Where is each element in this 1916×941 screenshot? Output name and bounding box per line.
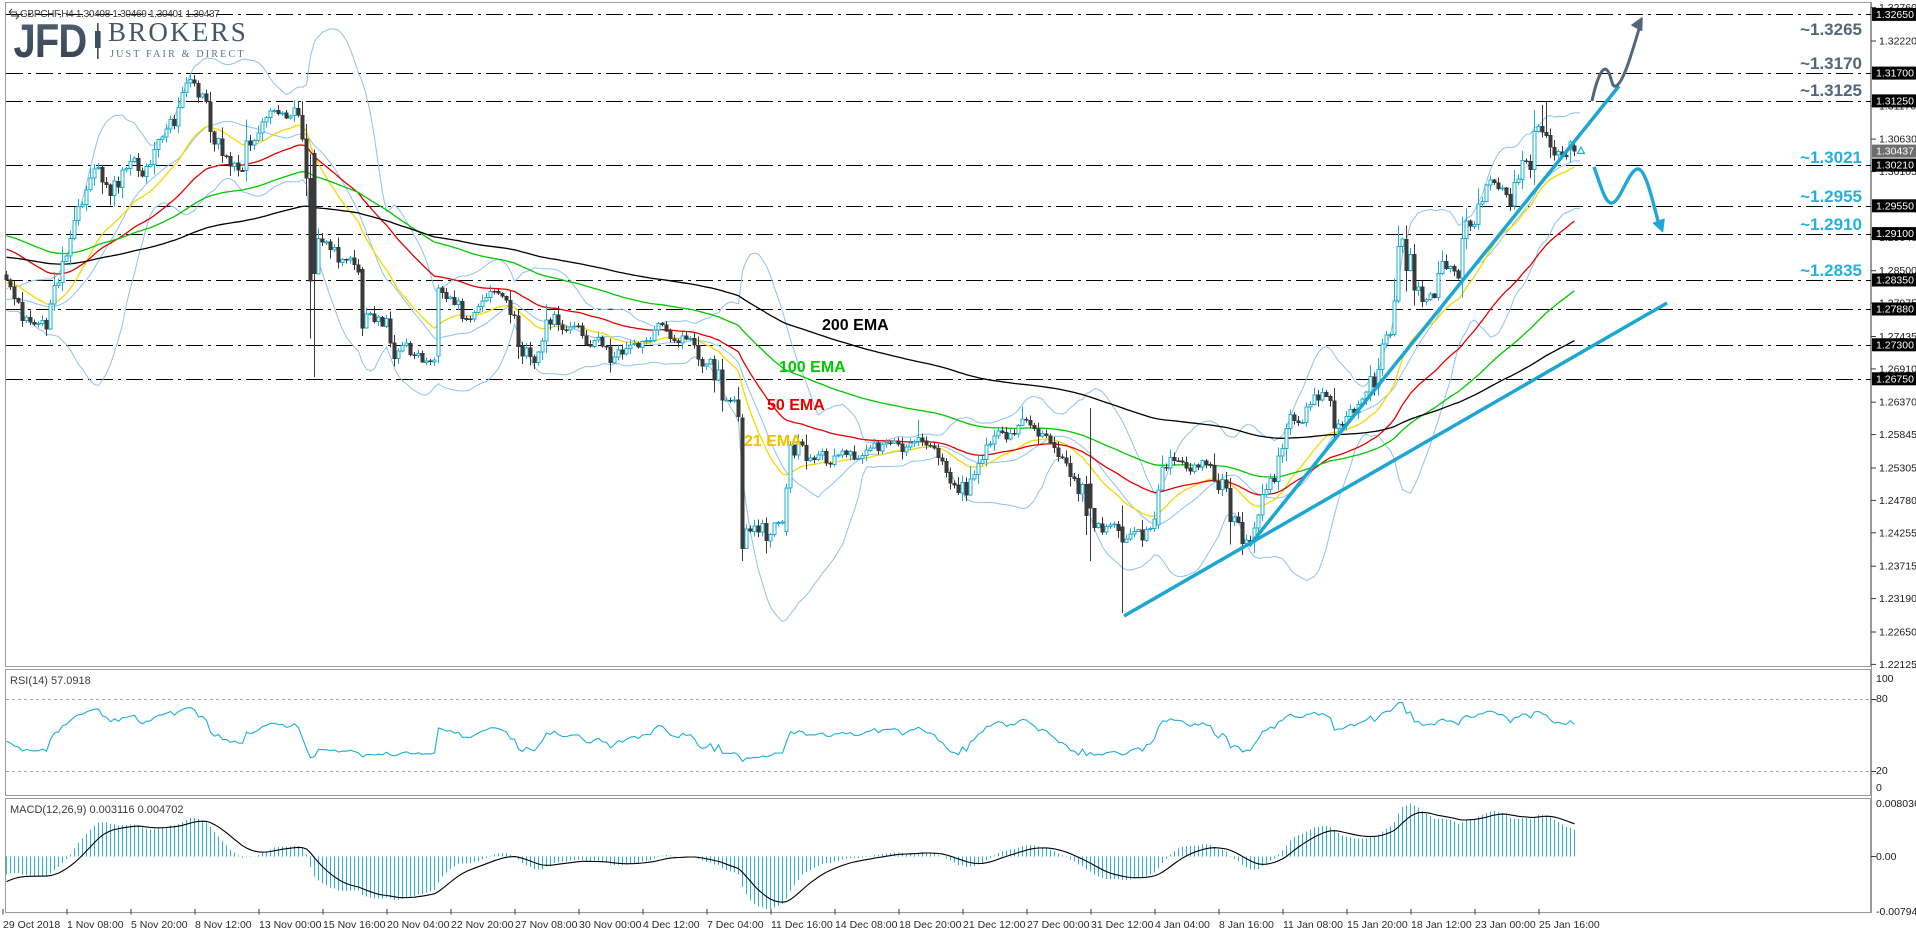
svg-text:~1.2910: ~1.2910 [1800,215,1862,234]
svg-text:14 Dec 08:00: 14 Dec 08:00 [835,919,898,931]
svg-text:1.25845: 1.25845 [1879,429,1916,441]
svg-text:31 Dec 12:00: 31 Dec 12:00 [1091,919,1154,931]
svg-text:29 Oct 2018: 29 Oct 2018 [3,919,60,931]
svg-text:1.31250: 1.31250 [1876,95,1914,107]
svg-text:GBPCHF,H4 1.30408 1.30469 1.30: GBPCHF,H4 1.30408 1.30469 1.30401 1.3043… [20,9,220,20]
svg-text:100 EMA: 100 EMA [779,359,846,376]
svg-text:1 Nov 08:00: 1 Nov 08:00 [67,919,124,931]
svg-text:~1.2835: ~1.2835 [1800,261,1862,280]
svg-text:1.27300: 1.27300 [1876,339,1914,351]
svg-text:~1.3170: ~1.3170 [1800,54,1862,73]
svg-text:7 Dec 04:00: 7 Dec 04:00 [707,919,764,931]
svg-text:4 Dec 12:00: 4 Dec 12:00 [643,919,700,931]
svg-text:1.23715: 1.23715 [1879,561,1916,573]
svg-text:50 EMA: 50 EMA [767,397,825,414]
svg-text:25 Jan 16:00: 25 Jan 16:00 [1539,919,1600,931]
svg-text:1.27880: 1.27880 [1876,304,1914,316]
svg-text:11 Jan 08:00: 11 Jan 08:00 [1283,919,1343,931]
svg-text:100: 100 [1876,673,1894,685]
svg-text:JFD: JFD [14,16,87,68]
svg-text:1.24780: 1.24780 [1879,495,1916,507]
svg-text:1.30437: 1.30437 [1876,146,1914,158]
svg-text:0.00: 0.00 [1876,851,1897,863]
svg-text:1.32220: 1.32220 [1879,36,1916,48]
svg-text:8 Jan 16:00: 8 Jan 16:00 [1219,919,1274,931]
svg-text:1.26370: 1.26370 [1879,397,1916,409]
svg-text:1.32650: 1.32650 [1876,9,1914,21]
svg-text:18 Jan 12:00: 18 Jan 12:00 [1411,919,1472,931]
svg-text:200 EMA: 200 EMA [822,317,889,334]
svg-text:-0.007944: -0.007944 [1876,906,1916,918]
svg-text:~1.3021: ~1.3021 [1800,148,1862,167]
svg-text:11 Dec 16:00: 11 Dec 16:00 [771,919,833,931]
svg-text:15 Jan 20:00: 15 Jan 20:00 [1347,919,1408,931]
svg-text:22 Nov 20:00: 22 Nov 20:00 [451,919,514,931]
svg-text:21 Dec 12:00: 21 Dec 12:00 [963,919,1026,931]
svg-text:0.008036: 0.008036 [1876,798,1916,810]
svg-text:JUST FAIR & DIRECT: JUST FAIR & DIRECT [110,49,246,60]
svg-text:20 Nov 04:00: 20 Nov 04:00 [387,919,450,931]
svg-text:8 Nov 12:00: 8 Nov 12:00 [195,919,252,931]
svg-text:1.22125: 1.22125 [1879,659,1916,671]
svg-text:20: 20 [1876,765,1888,777]
svg-text:~1.3125: ~1.3125 [1800,81,1862,100]
svg-text:15 Nov 16:00: 15 Nov 16:00 [323,919,386,931]
svg-text:5 Nov 20:00: 5 Nov 20:00 [131,919,188,931]
svg-text:1.24255: 1.24255 [1879,527,1916,539]
svg-text:1.30210: 1.30210 [1876,160,1914,172]
svg-text:MACD(12,26,9) 0.003116 0.00470: MACD(12,26,9) 0.003116 0.004702 [10,804,183,816]
svg-text:21 EMA: 21 EMA [744,433,802,450]
svg-text:1.22650: 1.22650 [1879,627,1916,639]
svg-text:27 Nov 08:00: 27 Nov 08:00 [515,919,578,931]
svg-text:1.28350: 1.28350 [1876,275,1914,287]
svg-text:BROKERS: BROKERS [108,17,248,47]
svg-text:13 Nov 00:00: 13 Nov 00:00 [259,919,322,931]
svg-text:~1.3265: ~1.3265 [1800,20,1862,39]
svg-text:80: 80 [1876,693,1888,705]
svg-text:23 Jan 00:00: 23 Jan 00:00 [1475,919,1536,931]
svg-text:18 Dec 20:00: 18 Dec 20:00 [899,919,962,931]
svg-text:1.25305: 1.25305 [1879,463,1916,475]
svg-text:1.30630: 1.30630 [1879,134,1916,146]
svg-text:1.23190: 1.23190 [1879,593,1916,605]
svg-text:1.31700: 1.31700 [1876,68,1914,80]
svg-text:27 Dec 00:00: 27 Dec 00:00 [1027,919,1090,931]
svg-text:1.26750: 1.26750 [1876,373,1914,385]
svg-text:RSI(14) 57.0918: RSI(14) 57.0918 [10,675,91,687]
svg-text:30 Nov 00:00: 30 Nov 00:00 [579,919,642,931]
svg-text:0: 0 [1876,782,1882,794]
svg-text:1.29550: 1.29550 [1876,200,1914,212]
svg-text:1.29100: 1.29100 [1876,228,1914,240]
svg-text:4 Jan 04:00: 4 Jan 04:00 [1155,919,1210,931]
svg-text:~1.2955: ~1.2955 [1800,187,1862,206]
